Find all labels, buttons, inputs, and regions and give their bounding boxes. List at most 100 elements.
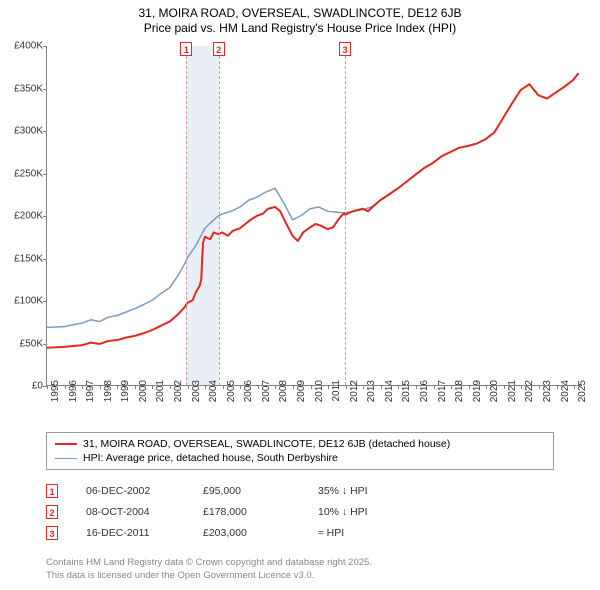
x-axis-tick <box>293 385 294 389</box>
sale-marker-box: 2 <box>213 42 225 56</box>
x-axis-label: 1999 <box>120 380 131 402</box>
title-line-2: Price paid vs. HM Land Registry's House … <box>0 21 600 35</box>
y-axis-tick <box>43 174 47 175</box>
x-axis-label: 2003 <box>191 380 202 402</box>
sale-date: 06-DEC-2002 <box>58 485 203 497</box>
y-axis-tick <box>43 46 47 47</box>
sale-price: £203,000 <box>203 527 318 539</box>
x-axis-label: 2006 <box>243 380 254 402</box>
sale-marker-line <box>345 46 346 385</box>
sale-hpi-delta: ≈ HPI <box>318 527 438 539</box>
x-axis-label: 2000 <box>138 380 149 402</box>
x-axis-label: 2016 <box>419 380 430 402</box>
x-axis-tick <box>557 385 558 389</box>
legend-label: HPI: Average price, detached house, Sout… <box>83 452 338 464</box>
sale-row: 208-OCT-2004£178,00010% ↓ HPI <box>46 501 438 522</box>
x-axis-label: 2002 <box>173 380 184 402</box>
sale-marker-line <box>219 46 220 385</box>
y-axis-tick <box>43 344 47 345</box>
y-axis-label: £50K <box>7 338 43 349</box>
x-axis-tick <box>346 385 347 389</box>
legend-swatch <box>55 443 77 445</box>
x-axis-tick <box>275 385 276 389</box>
x-axis-tick <box>574 385 575 389</box>
x-axis-tick <box>539 385 540 389</box>
x-axis-label: 2007 <box>261 380 272 402</box>
x-axis-label: 2015 <box>401 380 412 402</box>
x-axis-label: 2004 <box>208 380 219 402</box>
x-axis-label: 2014 <box>384 380 395 402</box>
x-axis-label: 2013 <box>366 380 377 402</box>
footer-line-1: Contains HM Land Registry data © Crown c… <box>46 557 372 569</box>
chart-title: 31, MOIRA ROAD, OVERSEAL, SWADLINCOTE, D… <box>0 0 600 35</box>
x-axis-label: 2020 <box>489 380 500 402</box>
x-axis-label: 2012 <box>349 380 360 402</box>
x-axis-label: 2008 <box>278 380 289 402</box>
x-axis-tick <box>117 385 118 389</box>
sale-price: £178,000 <box>203 506 318 518</box>
x-axis-tick <box>100 385 101 389</box>
x-axis-tick <box>486 385 487 389</box>
sale-marker-box: 1 <box>180 42 192 56</box>
y-axis-label: £100K <box>7 296 43 307</box>
legend-item: HPI: Average price, detached house, Sout… <box>55 451 545 465</box>
x-axis-label: 1997 <box>85 380 96 402</box>
x-axis-tick <box>82 385 83 389</box>
y-axis-label: £350K <box>7 83 43 94</box>
x-axis-tick <box>504 385 505 389</box>
x-axis-label: 2025 <box>577 380 588 402</box>
x-axis-tick <box>434 385 435 389</box>
series-hpi <box>47 73 579 327</box>
x-axis-tick <box>311 385 312 389</box>
x-axis-tick <box>152 385 153 389</box>
sale-row-marker: 3 <box>46 526 58 540</box>
y-axis-tick <box>43 259 47 260</box>
sale-marker-box: 3 <box>339 42 351 56</box>
sale-price: £95,000 <box>203 485 318 497</box>
sale-row: 106-DEC-2002£95,00035% ↓ HPI <box>46 480 438 501</box>
x-axis-tick <box>521 385 522 389</box>
x-axis-tick <box>469 385 470 389</box>
x-axis-tick <box>47 385 48 389</box>
y-axis-label: £0 <box>7 381 43 392</box>
y-axis-tick <box>43 301 47 302</box>
title-line-1: 31, MOIRA ROAD, OVERSEAL, SWADLINCOTE, D… <box>0 6 600 20</box>
legend: 31, MOIRA ROAD, OVERSEAL, SWADLINCOTE, D… <box>46 432 554 470</box>
x-axis-label: 1996 <box>68 380 79 402</box>
x-axis-label: 1995 <box>50 380 61 402</box>
x-axis-tick <box>416 385 417 389</box>
sale-hpi-delta: 35% ↓ HPI <box>318 485 438 497</box>
y-axis-label: £300K <box>7 126 43 137</box>
x-axis-tick <box>135 385 136 389</box>
sales-table: 106-DEC-2002£95,00035% ↓ HPI208-OCT-2004… <box>46 480 438 543</box>
x-axis-tick <box>451 385 452 389</box>
footer-attribution: Contains HM Land Registry data © Crown c… <box>46 557 372 582</box>
y-axis-label: £200K <box>7 211 43 222</box>
series-price <box>47 73 579 348</box>
plot-area: £0£50K£100K£150K£200K£250K£300K£350K£400… <box>46 46 582 386</box>
chart-lines <box>47 46 582 385</box>
x-axis-tick <box>223 385 224 389</box>
x-axis-label: 2018 <box>454 380 465 402</box>
sale-date: 16-DEC-2011 <box>58 527 203 539</box>
sale-marker-line <box>186 46 187 385</box>
y-axis-tick <box>43 131 47 132</box>
x-axis-tick <box>363 385 364 389</box>
x-axis-label: 2010 <box>314 380 325 402</box>
x-axis-tick <box>205 385 206 389</box>
sale-row-marker: 2 <box>46 505 58 519</box>
y-axis-label: £400K <box>7 41 43 52</box>
x-axis-label: 2017 <box>437 380 448 402</box>
x-axis-tick <box>328 385 329 389</box>
y-axis-label: £250K <box>7 168 43 179</box>
legend-item: 31, MOIRA ROAD, OVERSEAL, SWADLINCOTE, D… <box>55 437 545 451</box>
sale-row: 316-DEC-2011£203,000≈ HPI <box>46 522 438 543</box>
x-axis-tick <box>65 385 66 389</box>
x-axis-tick <box>240 385 241 389</box>
x-axis-label: 2005 <box>226 380 237 402</box>
footer-line-2: This data is licensed under the Open Gov… <box>46 570 372 582</box>
x-axis-tick <box>258 385 259 389</box>
x-axis-label: 2023 <box>542 380 553 402</box>
x-axis-tick <box>398 385 399 389</box>
x-axis-label: 2019 <box>472 380 483 402</box>
